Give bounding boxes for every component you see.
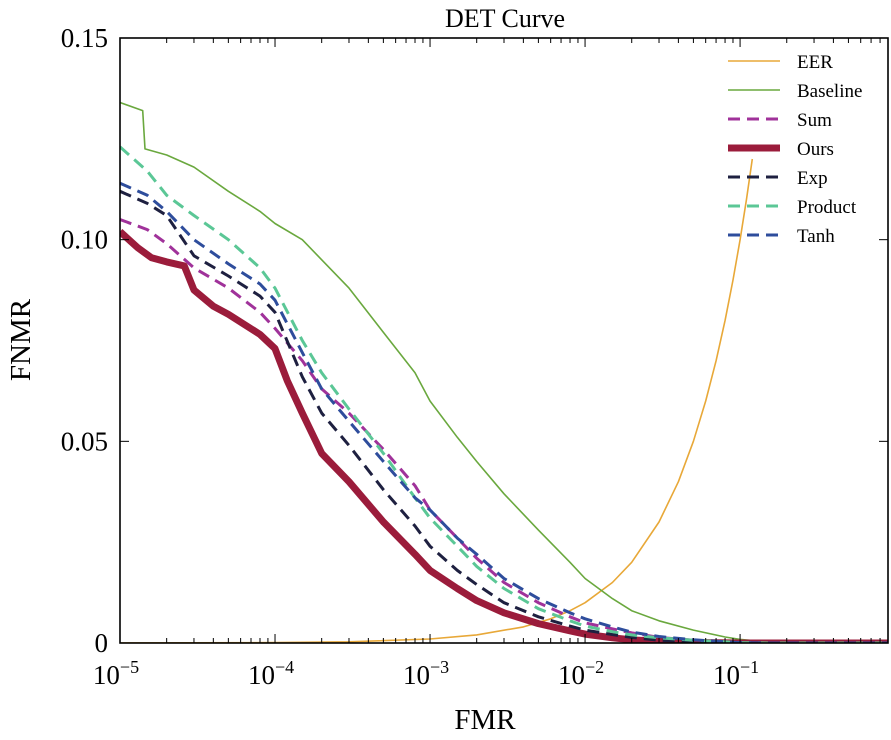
- legend-label-product: Product: [797, 197, 857, 218]
- series-line-eer: [120, 158, 754, 643]
- series-line-product: [120, 145, 888, 643]
- series-line-baseline: [120, 101, 888, 643]
- ticks-layer: 10−5 10−4 10−3 10−2 10−1 0 0.05 0.10 0.15: [61, 23, 889, 690]
- x-tick-label: 10−2: [558, 657, 604, 690]
- x-tick-label: 10−1: [713, 657, 759, 690]
- x-axis-label: FMR: [454, 704, 516, 736]
- y-tick-label: 0.10: [61, 225, 108, 255]
- legend-label-tanh: Tanh: [797, 226, 835, 247]
- legend-label-baseline: Baseline: [797, 81, 862, 102]
- y-tick-label: 0.15: [61, 23, 108, 53]
- series-line-exp: [120, 189, 888, 643]
- y-tick-label: 0.05: [61, 426, 108, 456]
- series-line-tanh: [120, 181, 888, 643]
- chart-title: DET Curve: [445, 4, 565, 33]
- legend-label-exp: Exp: [797, 168, 828, 189]
- legend: EER Baseline Sum Ours Exp Product Tanh: [728, 52, 862, 247]
- legend-label-ours: Ours: [797, 139, 834, 160]
- x-tick-label: 10−4: [248, 657, 294, 690]
- legend-label-eer: EER: [797, 52, 833, 73]
- plot-frame: [119, 37, 889, 644]
- series-layer: [120, 101, 888, 643]
- y-axis-label: FNMR: [5, 298, 37, 381]
- x-tick-label: 10−5: [93, 657, 139, 690]
- y-tick-label: 0: [95, 628, 109, 658]
- legend-label-sum: Sum: [797, 110, 832, 131]
- x-tick-label: 10−3: [403, 657, 449, 690]
